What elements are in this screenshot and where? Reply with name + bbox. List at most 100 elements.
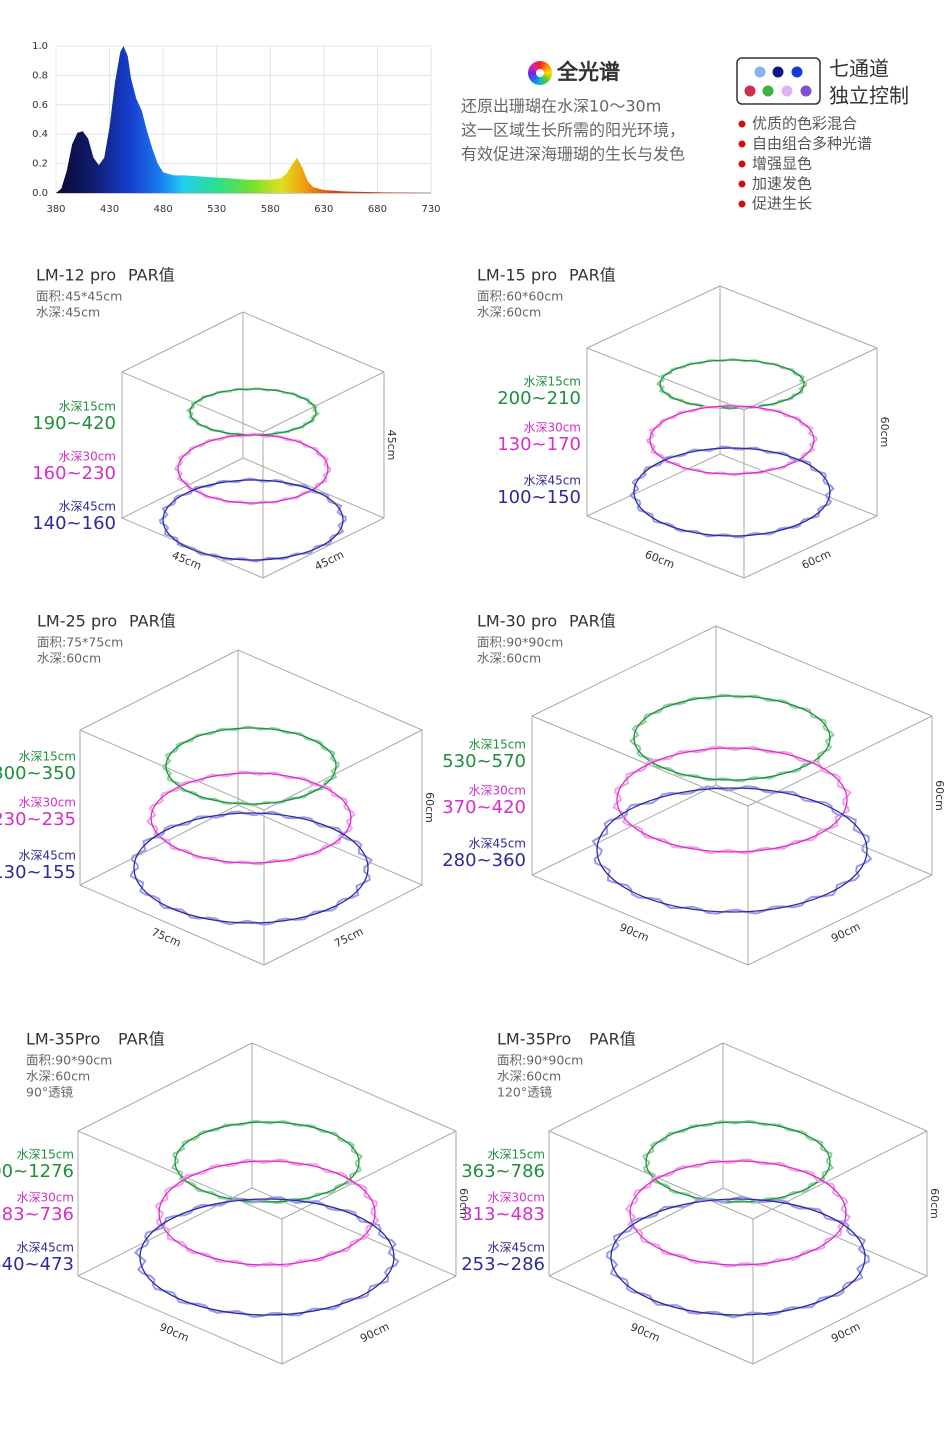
dim-label: 45cm <box>313 548 346 573</box>
par-wobble <box>612 745 852 855</box>
par-ring <box>659 359 805 409</box>
dim-label: 60cm <box>800 547 833 572</box>
y-tick-label: 0.8 <box>32 70 48 81</box>
layer-range: 253~286 <box>461 1254 545 1275</box>
par-ring <box>616 747 848 853</box>
x-tick-label: 430 <box>100 204 119 215</box>
layer-range: 370~420 <box>442 797 526 818</box>
spec: 面积:90*90cm <box>26 1053 112 1068</box>
box-edge <box>747 874 933 966</box>
layer-range: 190~420 <box>32 413 116 434</box>
model: LM-35Pro <box>497 1030 571 1049</box>
x-tick-label: 480 <box>154 204 173 215</box>
spectrum-text: 还原出珊瑚在水深10～30m <box>461 97 661 116</box>
box-edge <box>743 515 878 579</box>
layer-depth: 水深45cm <box>468 837 526 851</box>
par-wobble <box>158 477 347 563</box>
par-ring <box>610 1198 866 1316</box>
box-edge <box>586 285 721 349</box>
par-label: PAR值 <box>129 612 176 631</box>
layer-range: 530~570 <box>442 751 526 772</box>
box-edge <box>263 884 423 966</box>
box-edge <box>79 804 239 886</box>
layer-depth: 水深45cm <box>523 474 581 488</box>
layer-depth: 水深30cm <box>58 450 116 464</box>
dim-label: 90cm <box>617 921 650 945</box>
box-edge <box>722 1042 928 1132</box>
layer-range: 200~1276 <box>0 1161 74 1182</box>
layer-depth: 水深15cm <box>16 1148 74 1162</box>
layer-depth: 水深15cm <box>468 738 526 752</box>
dim-label: 90cm <box>628 1320 661 1344</box>
dim-label: 75cm <box>150 925 183 949</box>
par-ring <box>633 695 831 781</box>
box-edge <box>121 371 264 433</box>
x-tick-label: 530 <box>207 204 226 215</box>
layer-range: 100~150 <box>497 487 581 508</box>
box-edge <box>586 453 721 517</box>
box-edge <box>719 453 878 517</box>
par-label: PAR值 <box>128 266 175 285</box>
model: LM-35Pro <box>26 1030 100 1049</box>
layer-depth: 水深45cm <box>18 849 76 863</box>
par-ring <box>158 1160 376 1266</box>
box-edge <box>586 515 745 579</box>
par-ring <box>165 727 337 805</box>
channel-dot <box>800 85 812 97</box>
spec: 面积:45*45cm <box>36 289 122 304</box>
dim-label: 60cm <box>933 780 946 811</box>
spectrum-title: 全光谱 <box>556 60 620 84</box>
model: LM-12 pro <box>36 266 116 285</box>
spectrum-area <box>56 46 431 193</box>
box-edge <box>531 784 717 876</box>
spec: 面积:90*90cm <box>497 1053 583 1068</box>
spec: 水深:60cm <box>497 1069 561 1084</box>
par-label: PAR值 <box>589 1030 636 1049</box>
layer-depth: 水深15cm <box>58 400 116 414</box>
box-edge <box>262 517 385 579</box>
model: LM-30 pro <box>477 612 557 631</box>
box-edge <box>752 1130 928 1220</box>
box-edge <box>242 457 385 519</box>
par-wobble <box>606 1195 871 1319</box>
layer-range: 280~360 <box>442 850 526 871</box>
bullet-dot <box>738 120 746 128</box>
par-ring <box>162 479 344 561</box>
layer-range: 313~483 <box>461 1204 545 1225</box>
spec: 面积:75*75cm <box>37 635 123 650</box>
box-edge <box>251 1042 457 1132</box>
box-edge <box>715 625 933 717</box>
box-edge <box>237 649 423 731</box>
dim-label: 60cm <box>423 792 436 823</box>
dim-label: 75cm <box>332 925 365 950</box>
bullet-dot <box>738 160 746 168</box>
layer-depth: 水深30cm <box>523 421 581 435</box>
box-edge <box>548 1275 754 1365</box>
dim-label: 90cm <box>829 1320 862 1345</box>
par-ring <box>645 1121 831 1203</box>
box-edge <box>242 311 385 373</box>
bullet-dot <box>738 140 746 148</box>
layer-range: 140~160 <box>32 513 116 534</box>
bullet-text: 优质的色彩混合 <box>752 115 857 133</box>
box-edge <box>79 729 265 811</box>
layer-range: 130~170 <box>497 434 581 455</box>
layer-range: 200~210 <box>497 388 581 409</box>
par-wobble <box>628 445 835 539</box>
layer-range: 340~473 <box>0 1254 74 1275</box>
par-ring <box>649 405 815 475</box>
spec: 面积:90*90cm <box>477 635 563 650</box>
box-edge <box>586 347 745 411</box>
par-wobble <box>129 810 373 926</box>
par-ring <box>177 434 329 504</box>
spec: 水深:60cm <box>477 651 541 666</box>
par-ring <box>133 812 369 924</box>
dim-label: 45cm <box>385 430 398 461</box>
x-tick-label: 580 <box>261 204 280 215</box>
layer-depth: 水深15cm <box>487 1148 545 1162</box>
bullet-dot <box>738 200 746 208</box>
dim-label: 60cm <box>878 417 891 448</box>
box-edge <box>548 1042 724 1132</box>
y-tick-label: 0.6 <box>32 100 48 111</box>
